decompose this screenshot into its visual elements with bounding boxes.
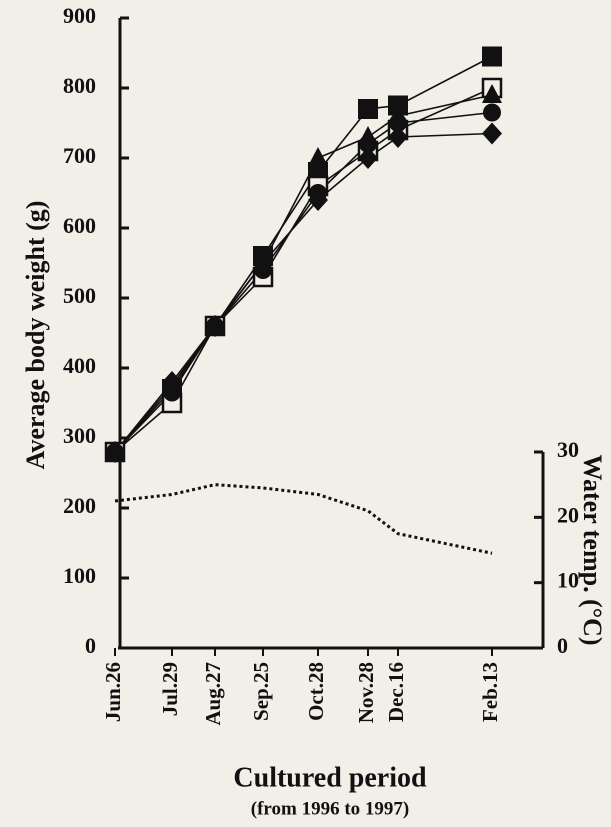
y-tick-label: 300 bbox=[63, 423, 96, 448]
y-tick-label: 800 bbox=[63, 73, 96, 98]
x-tick-label: Nov.28 bbox=[354, 662, 378, 723]
y-tick-label: 900 bbox=[63, 3, 96, 28]
marker-triangle bbox=[482, 84, 502, 103]
marker-triangle bbox=[308, 147, 328, 166]
y2-tick-label: 30 bbox=[557, 437, 579, 462]
marker-circle bbox=[389, 114, 407, 132]
y2-tick-label: 10 bbox=[557, 568, 579, 593]
y2-axis-label: Water temp. (°C) bbox=[578, 454, 607, 645]
marker-diamond bbox=[105, 441, 125, 463]
marker-square bbox=[358, 99, 378, 119]
marker-diamond bbox=[358, 147, 378, 169]
x-tick-label: Feb.13 bbox=[478, 662, 502, 722]
marker-diamond bbox=[482, 122, 502, 145]
x-tick-label: Sep.25 bbox=[249, 662, 273, 721]
x-tick-label: Jun.26 bbox=[101, 662, 125, 722]
marker-diamond bbox=[205, 315, 225, 337]
y-tick-label: 700 bbox=[63, 143, 96, 168]
marker-diamond bbox=[253, 252, 273, 274]
temperature-line bbox=[114, 483, 493, 555]
y-tick-label: 500 bbox=[63, 283, 96, 308]
y-tick-label: 0 bbox=[85, 633, 96, 658]
y-tick-label: 400 bbox=[63, 353, 96, 378]
x-tick-label: Oct.28 bbox=[304, 662, 328, 721]
marker-diamond bbox=[388, 126, 408, 148]
marker-square bbox=[482, 46, 502, 67]
y-tick-label: 600 bbox=[63, 213, 96, 238]
y-tick-label: 200 bbox=[63, 493, 96, 518]
x-tick-label: Jul.29 bbox=[158, 662, 182, 716]
y-axis-label: Average body weight (g) bbox=[21, 201, 50, 470]
y-tick-label: 100 bbox=[63, 563, 96, 588]
y2-tick-label: 20 bbox=[557, 502, 579, 527]
x-tick-label: Aug.27 bbox=[201, 662, 225, 726]
marker-diamond bbox=[308, 189, 328, 211]
marker-circle bbox=[359, 135, 377, 153]
x-tick-label: Dec.16 bbox=[384, 662, 408, 722]
y2-tick-label: 0 bbox=[557, 633, 568, 658]
marker-circle bbox=[483, 103, 501, 122]
marker-diamond bbox=[162, 371, 182, 393]
subtitle: (from 1996 to 1997) bbox=[251, 798, 409, 819]
x-axis-label: Cultured period bbox=[233, 762, 427, 793]
